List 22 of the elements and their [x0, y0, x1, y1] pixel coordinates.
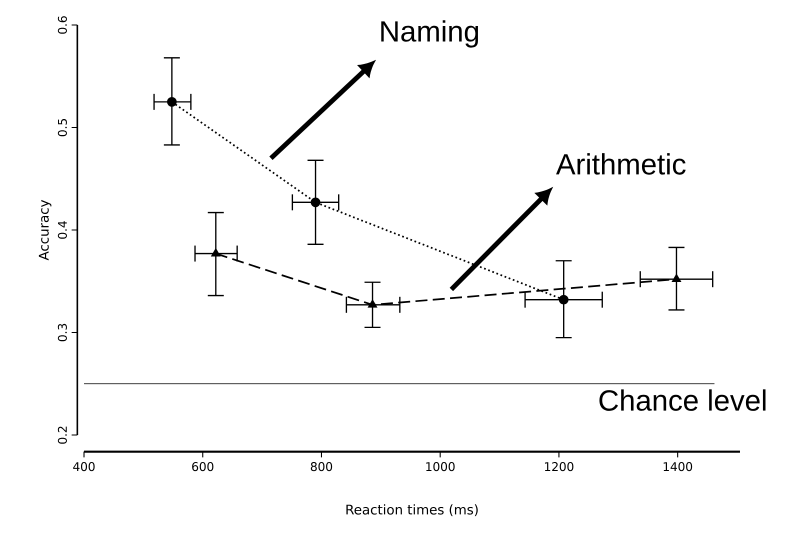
point [211, 248, 220, 256]
point [368, 300, 377, 308]
y-tick-label: 0.2 [58, 426, 67, 444]
y-tick-label: 0.4 [58, 221, 67, 239]
x-tick-label: 400 [73, 462, 95, 472]
point [310, 197, 320, 208]
y-tick-label: 0.6 [58, 16, 67, 34]
x-tick-label: 1200 [544, 462, 574, 472]
y-tick-label: 0.5 [58, 119, 67, 136]
y-axis-title: Accuracy [38, 200, 52, 260]
x-tick-label: 1400 [664, 462, 692, 472]
x-tick-label: 800 [310, 462, 332, 472]
point [558, 294, 569, 305]
x-tick-label: 1000 [426, 462, 455, 472]
text: Naming [381, 20, 478, 48]
x-axis-title: Reaction times (ms) [346, 504, 478, 516]
text: Arithmetic [556, 153, 686, 175]
point [166, 97, 177, 107]
ref-line-label: Chance level [599, 389, 766, 411]
y-tick-label: 0.3 [58, 324, 67, 342]
point [672, 274, 681, 282]
x-tick-label: 600 [192, 462, 214, 472]
